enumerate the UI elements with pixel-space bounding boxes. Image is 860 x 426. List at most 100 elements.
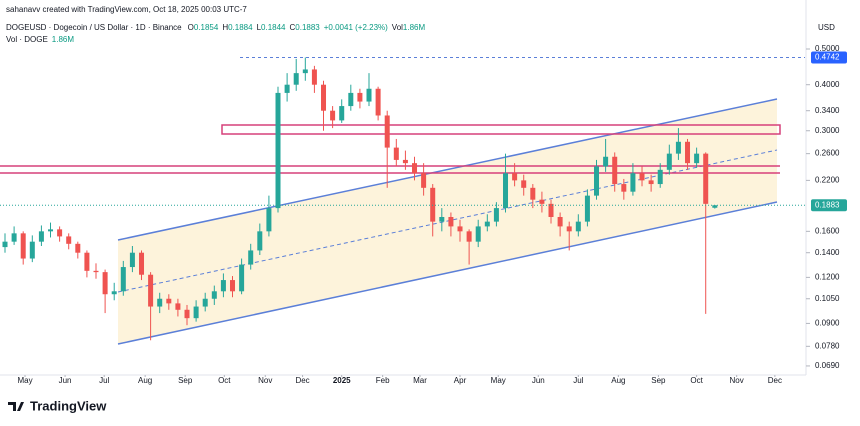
candle-body xyxy=(666,153,672,170)
candle-body xyxy=(11,233,17,242)
candle-body xyxy=(402,159,408,164)
high-label: 0.4742 xyxy=(815,53,840,62)
x-tick-label: Dec xyxy=(295,376,309,385)
candle-body xyxy=(475,226,481,242)
candle-body xyxy=(393,147,399,160)
logo: TradingView xyxy=(8,398,107,413)
candle-body xyxy=(621,184,627,192)
candle-body xyxy=(248,250,254,265)
candle-body xyxy=(493,208,499,222)
candle-body xyxy=(111,291,117,295)
close-label: C xyxy=(290,23,296,32)
candle-body xyxy=(220,280,226,292)
candle-body xyxy=(84,252,90,271)
y-tick-label: 0.5000 xyxy=(815,44,840,53)
y-tick-label: 0.4000 xyxy=(815,80,840,89)
candle-body xyxy=(2,241,8,248)
candle-body xyxy=(330,110,336,121)
candle-body xyxy=(694,153,700,164)
candle-body xyxy=(457,226,463,232)
candle-body xyxy=(148,274,154,307)
candle-body xyxy=(484,221,490,227)
candle-body xyxy=(139,252,145,275)
volume-legend: Vol · DOGE 1.86M xyxy=(6,35,74,44)
x-tick-label: Sep xyxy=(651,376,666,385)
candle-body xyxy=(539,199,545,204)
close-value: 0.1883 xyxy=(295,23,320,32)
low-value: 0.1844 xyxy=(261,23,286,32)
candle-body xyxy=(503,173,509,209)
candle-body xyxy=(448,216,454,227)
resistance-box xyxy=(221,124,781,135)
candle-body xyxy=(703,153,709,204)
candle-body xyxy=(166,298,172,304)
candle-body xyxy=(366,88,372,102)
candle-body xyxy=(239,264,245,292)
candle-body xyxy=(57,229,63,237)
y-tick-label: 0.1050 xyxy=(815,294,840,303)
candle-body xyxy=(230,280,236,292)
candle-body xyxy=(630,173,636,192)
x-tick-label: Jul xyxy=(573,376,583,385)
candle-body xyxy=(357,92,363,102)
y-tick-label: 0.1200 xyxy=(815,272,840,281)
candle-body xyxy=(38,231,44,242)
x-tick-label: May xyxy=(491,376,506,385)
y-tick-label: 0.0900 xyxy=(815,319,840,328)
candle-body xyxy=(439,216,445,222)
candle-body xyxy=(512,173,518,181)
candle-body xyxy=(302,69,308,74)
candle-body xyxy=(657,169,663,185)
candle-body xyxy=(430,187,436,222)
x-tick-label: Jun xyxy=(59,376,72,385)
legend-line: DOGEUSD · Dogecoin / US Dollar · 1D · Bi… xyxy=(6,23,425,32)
candle-body xyxy=(157,298,163,307)
y-tick-label: 0.0780 xyxy=(815,341,840,350)
high-label: H xyxy=(222,23,228,32)
candle-body xyxy=(421,173,427,188)
candle-body xyxy=(102,272,108,295)
candle-body xyxy=(685,141,691,164)
x-tick-label: Nov xyxy=(258,376,272,385)
candle-body xyxy=(521,180,527,188)
candle-body xyxy=(20,233,26,259)
x-tick-label: Oct xyxy=(218,376,231,385)
candle-body xyxy=(175,303,181,310)
candle-body xyxy=(339,106,345,121)
candle-body xyxy=(311,69,317,85)
y-tick-label: 0.3000 xyxy=(815,126,840,135)
candle-body xyxy=(566,226,572,232)
candle-body xyxy=(412,163,418,174)
candle-body xyxy=(257,231,263,251)
credit: sahanavv created with TradingView.com, O… xyxy=(6,5,247,14)
volume-value: 1.86M xyxy=(403,23,426,32)
y-tick-label: 0.1400 xyxy=(815,248,840,257)
low-label: L xyxy=(257,23,262,32)
candle-body xyxy=(275,92,281,209)
candle-body xyxy=(348,92,354,107)
candle-body xyxy=(321,84,327,111)
channel-lower xyxy=(117,201,778,345)
candle-body xyxy=(120,267,126,292)
open-value: 0.1854 xyxy=(194,23,219,32)
x-tick-label: Feb xyxy=(376,376,390,385)
x-tick-label: Aug xyxy=(611,376,625,385)
x-tick-label: Oct xyxy=(690,376,703,385)
candle-body xyxy=(293,73,299,85)
y-tick-label: 0.0690 xyxy=(815,361,840,370)
candle-body xyxy=(193,306,199,319)
candle-body xyxy=(584,195,590,222)
candle-body xyxy=(612,156,618,185)
candle-body xyxy=(375,88,381,116)
candle-body xyxy=(202,298,208,307)
candle-body xyxy=(675,141,681,154)
x-tick-label: Nov xyxy=(730,376,744,385)
candle-body xyxy=(466,231,472,242)
candle-body xyxy=(129,252,135,268)
x-tick-label: 2025 xyxy=(333,376,351,385)
x-tick-label: Jul xyxy=(99,376,109,385)
candle-body xyxy=(184,309,190,319)
x-tick-label: Aug xyxy=(138,376,152,385)
candle-body xyxy=(712,205,718,208)
